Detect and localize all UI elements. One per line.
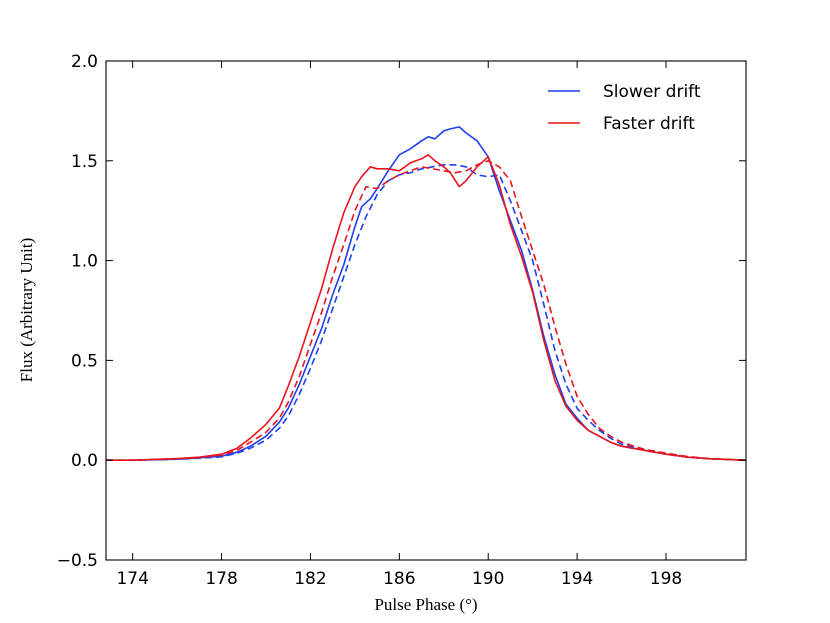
- x-tick-label: 194: [561, 569, 593, 589]
- x-tick-label: 182: [294, 569, 326, 589]
- x-tick-label: 198: [650, 569, 682, 589]
- x-tick-label: 178: [205, 569, 237, 589]
- series-line-3-dashed: [106, 160, 747, 461]
- plot-frame: [105, 60, 747, 561]
- legend-label: Faster drift: [603, 114, 695, 134]
- x-tick-label: 190: [472, 569, 504, 589]
- legend-label: Slower drift: [603, 82, 701, 102]
- series-line-0-solid: [106, 126, 747, 461]
- ticks-layer: 174 178 182 186 190 194 198 −0.5 0.0 0.5 1.0 1.5 2.0: [57, 52, 746, 589]
- series-line-1-dashed: [106, 164, 747, 461]
- y-tick-label: 0.5: [71, 351, 98, 371]
- x-tick-label: 174: [116, 569, 148, 589]
- y-tick-label: −0.5: [57, 551, 98, 571]
- y-tick-label: 0.0: [71, 451, 98, 471]
- series-layer: [106, 126, 747, 461]
- series-line-2-solid: [106, 154, 747, 461]
- y-axis-label: Flux (Arbitrary Unit): [17, 238, 36, 382]
- x-axis-label: Pulse Phase (°): [374, 595, 477, 614]
- x-tick-label: 186: [383, 569, 415, 589]
- y-tick-label: 1.0: [71, 252, 98, 272]
- legend: Slower drift Faster drift: [548, 82, 701, 134]
- y-tick-label: 1.5: [71, 152, 98, 172]
- y-tick-label: 2.0: [71, 52, 98, 72]
